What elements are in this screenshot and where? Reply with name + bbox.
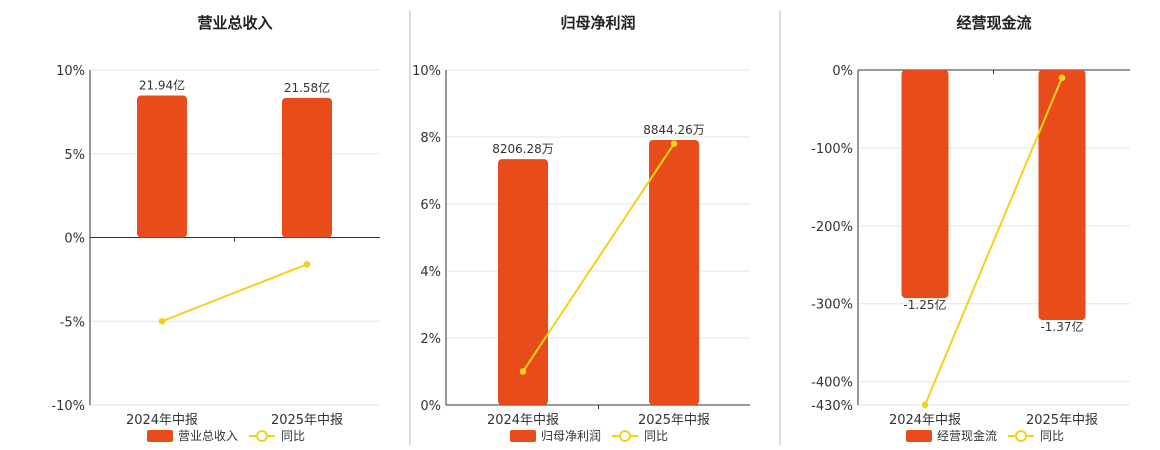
chart2-line-point: [519, 368, 527, 375]
chart1-bar-data-label: 21.94亿: [139, 78, 185, 93]
chart3-ytick-label: -300%: [811, 298, 853, 313]
chart3-ytick-label: -200%: [811, 220, 853, 235]
chart3-legend-bar-swatch: [906, 430, 932, 442]
chart1-bar-data-label: 21.58亿: [284, 80, 330, 95]
chart2-bar-data-label: 8206.28万: [492, 142, 554, 156]
chart3-legend-line-label: 同比: [1040, 429, 1064, 443]
chart3-bar-data-label: -1.25亿: [903, 297, 946, 312]
chart2-legend-bar-label: 归母净利润: [541, 429, 601, 443]
chart1-line-point: [158, 317, 166, 325]
chart2-line-point: [670, 140, 678, 147]
chart3-ytick-label: -430%: [811, 399, 853, 414]
chart3-bar-data-label: -1.37亿: [1040, 319, 1083, 334]
chart3-ytick-label: -400%: [811, 376, 853, 391]
chart1-ytick-label: 0%: [64, 232, 85, 247]
chart2-ytick-label: 2%: [420, 332, 441, 347]
chart3-bar: [901, 70, 949, 299]
chart1-legend-line-marker: [256, 430, 268, 442]
chart1-legend-line-label: 同比: [281, 429, 305, 443]
chart2-bar-data-label: 8844.26万: [643, 123, 705, 137]
chart3-ytick-label: -100%: [811, 142, 853, 157]
chart3-title: 经营现金流: [956, 14, 1031, 32]
chart3-line-point: [1058, 74, 1066, 82]
chart3-bar: [1038, 70, 1086, 320]
chart1-xtick-label: 2024年中报: [126, 413, 198, 428]
chart3-legend-line-marker: [1015, 430, 1027, 442]
chart2-legend-bar-swatch: [510, 430, 536, 442]
chart1-ytick-label: 10%: [56, 64, 85, 79]
chart1-legend-bar-label: 营业总收入: [178, 429, 238, 443]
chart2-ytick-label: 0%: [420, 399, 441, 414]
chart1-legend-bar-swatch: [147, 430, 173, 442]
chart1-ytick-label: -10%: [51, 399, 85, 414]
chart1-bar: [282, 97, 332, 238]
chart2-legend-line-marker: [619, 430, 631, 442]
chart2-title: 归母净利润: [560, 14, 635, 32]
chart1-line-point: [303, 261, 311, 268]
chart3-line-point: [921, 401, 929, 409]
chart2-xtick-label: 2024年中报: [487, 413, 559, 428]
chart2-xtick-label: 2025年中报: [638, 413, 710, 428]
chart3-xtick-label: 2024年中报: [889, 413, 961, 428]
chart2-ytick-label: 6%: [420, 198, 441, 213]
chart2-bar: [649, 140, 699, 405]
chart2-line-series: [522, 143, 675, 373]
chart1-title: 营业总收入: [197, 14, 272, 32]
chart2-bar: [498, 159, 548, 405]
chart1-ytick-label: -5%: [60, 315, 85, 330]
chart3-legend-bar-label: 经营现金流: [937, 428, 997, 443]
chart1-line-series: [161, 263, 308, 323]
chart2-ytick-label: 8%: [420, 131, 441, 146]
chart3-xtick-label: 2025年中报: [1026, 413, 1098, 428]
chart1-ytick-label: 5%: [64, 148, 85, 163]
chart3-ytick-label: 0%: [832, 64, 853, 79]
chart2-legend-line-label: 同比: [644, 429, 668, 443]
chart1-xtick-label: 2025年中报: [271, 413, 343, 428]
chart1-bar: [137, 95, 187, 238]
chart2-ytick-label: 4%: [420, 265, 441, 280]
chart2-ytick-label: 10%: [412, 64, 441, 79]
chart3-line-series: [924, 77, 1063, 406]
